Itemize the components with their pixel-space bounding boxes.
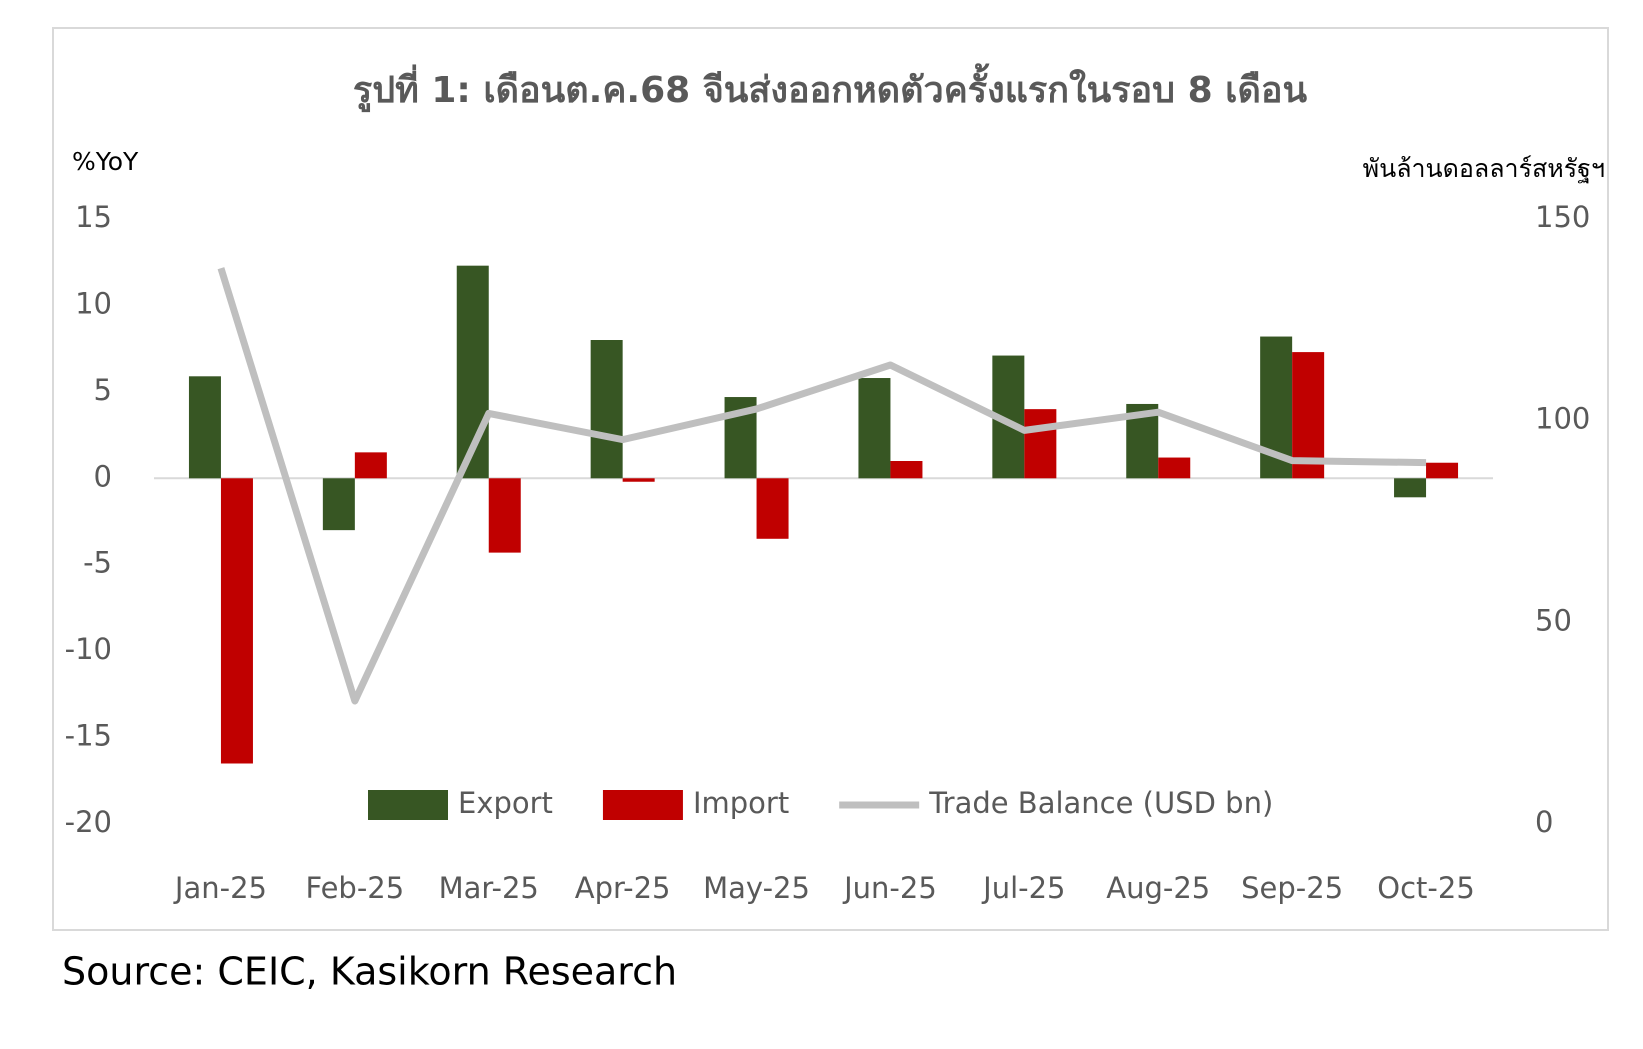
y-tick-label: 0 bbox=[94, 459, 112, 493]
bar bbox=[322, 478, 355, 531]
x-tick-label: Jun-25 bbox=[842, 871, 937, 905]
y-tick-label: 5 bbox=[94, 373, 112, 407]
x-tick-label: Jul-25 bbox=[981, 871, 1065, 905]
bar bbox=[1394, 478, 1427, 498]
y-tick-label: 10 bbox=[75, 286, 112, 320]
legend-label: Export bbox=[458, 786, 553, 820]
bar bbox=[188, 376, 221, 479]
bar bbox=[220, 478, 253, 764]
x-tick-label: Mar-25 bbox=[439, 871, 539, 905]
bar bbox=[1024, 409, 1057, 479]
x-tick-label: Aug-25 bbox=[1106, 871, 1210, 905]
bar bbox=[890, 461, 923, 479]
trade-balance-line bbox=[217, 267, 1427, 705]
y-tick-label: -10 bbox=[65, 632, 112, 666]
x-tick-label: May-25 bbox=[703, 871, 810, 905]
y2-tick-label: 100 bbox=[1535, 402, 1590, 436]
bar bbox=[858, 378, 891, 479]
chart-title: รูปที่ 1: เดือนต.ค.68 จีนส่งออกหดตัวครั้… bbox=[353, 63, 1308, 113]
x-tick-label: Jan-25 bbox=[173, 871, 267, 905]
y-tick-label: -20 bbox=[65, 805, 112, 839]
y-axis-label: %YoY bbox=[72, 147, 139, 176]
legend-swatch bbox=[368, 790, 448, 820]
y2-tick-label: 0 bbox=[1535, 805, 1553, 839]
x-tick-label: Oct-25 bbox=[1377, 871, 1475, 905]
y-tick-label: -5 bbox=[83, 546, 112, 580]
x-tick-label: Apr-25 bbox=[575, 871, 671, 905]
legend-swatch bbox=[602, 790, 683, 820]
bar bbox=[354, 452, 387, 479]
bar bbox=[590, 340, 623, 479]
y-tick-label: 15 bbox=[75, 200, 112, 234]
x-tick-label: Sep-25 bbox=[1241, 871, 1343, 905]
bar bbox=[488, 478, 521, 553]
y2-axis-label: พันล้านดอลลาร์สหรัฐฯ bbox=[1363, 154, 1605, 183]
bar bbox=[1426, 462, 1459, 479]
bar bbox=[622, 478, 655, 482]
y-tick-label: -15 bbox=[65, 719, 112, 753]
bar bbox=[756, 478, 789, 539]
y2-tick-label: 50 bbox=[1535, 603, 1572, 637]
x-tick-label: Feb-25 bbox=[305, 871, 404, 905]
legend-label: Import bbox=[693, 786, 789, 820]
legend-label: Trade Balance (USD bn) bbox=[928, 786, 1273, 820]
source-note: Source: CEIC, Kasikorn Research bbox=[62, 950, 677, 994]
bar bbox=[1158, 457, 1191, 479]
y2-tick-label: 150 bbox=[1535, 200, 1590, 234]
